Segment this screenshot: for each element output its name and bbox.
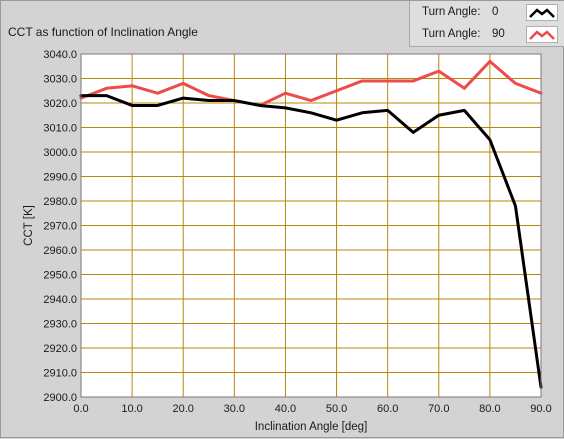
series-line-turn-90: [79, 59, 543, 107]
legend-entry-turn-0[interactable]: Turn Angle: 0: [410, 2, 564, 24]
y-tick-label: 3030.0: [43, 74, 77, 86]
legend-entry-turn-90[interactable]: Turn Angle: 90: [410, 24, 564, 46]
line-sample-icon: [529, 30, 555, 40]
y-tick-label: 2980.0: [43, 196, 77, 208]
x-tick-label: 40.0: [275, 403, 296, 415]
y-tick-label: 3000.0: [43, 147, 77, 159]
x-tick-label: 50.0: [326, 403, 347, 415]
y-tick-label: 2950.0: [43, 270, 77, 282]
series-line-turn-0: [79, 94, 543, 389]
legend-label: Turn Angle:: [422, 6, 481, 18]
series-layer: [79, 59, 543, 389]
y-axis-title: CCT [K]: [23, 205, 35, 246]
x-axis-title: Inclination Angle [deg]: [255, 421, 368, 433]
x-tick-label: 30.0: [224, 403, 245, 415]
y-tick-label: 2990.0: [43, 172, 77, 184]
y-tick-label: 2910.0: [43, 368, 77, 380]
legend-swatch-black[interactable]: [526, 4, 558, 21]
y-tick-label: 2970.0: [43, 221, 77, 233]
y-tick-label: 2900.0: [43, 392, 77, 404]
plot-frame: [80, 53, 542, 398]
x-tick-label: 90.0: [530, 403, 551, 415]
x-tick-label: 60.0: [377, 403, 398, 415]
x-tick-label: 10.0: [121, 403, 142, 415]
line-sample-icon: [529, 8, 555, 18]
y-tick-label: 2960.0: [43, 245, 77, 257]
legend-swatch-red[interactable]: [526, 26, 558, 43]
legend-turn-angle-value: 90: [492, 28, 505, 40]
x-tick-label: 0.0: [73, 403, 88, 415]
y-tick-label: 2930.0: [43, 319, 77, 331]
y-tick-label: 2920.0: [43, 343, 77, 355]
tick-labels: 0.0 10.0 20.0 30.0 40.0 50.0 60.0 70.0 80.0 90.0 2…: [43, 49, 551, 415]
grid-lines: [81, 54, 541, 397]
y-tick-label: 3020.0: [43, 98, 77, 110]
y-tick-label: 2940.0: [43, 294, 77, 306]
chart-title: CCT as function of Inclination Angle: [8, 25, 198, 39]
y-tick-label: 3010.0: [43, 123, 77, 135]
x-tick-label: 20.0: [173, 403, 194, 415]
y-tick-label: 3040.0: [43, 49, 77, 61]
x-tick-label: 70.0: [428, 403, 449, 415]
legend: Turn Angle: 0 Turn Angle: 90: [409, 1, 564, 47]
legend-label: Turn Angle:: [422, 28, 481, 40]
x-tick-label: 80.0: [479, 403, 500, 415]
legend-turn-angle-value: 0: [492, 6, 499, 18]
